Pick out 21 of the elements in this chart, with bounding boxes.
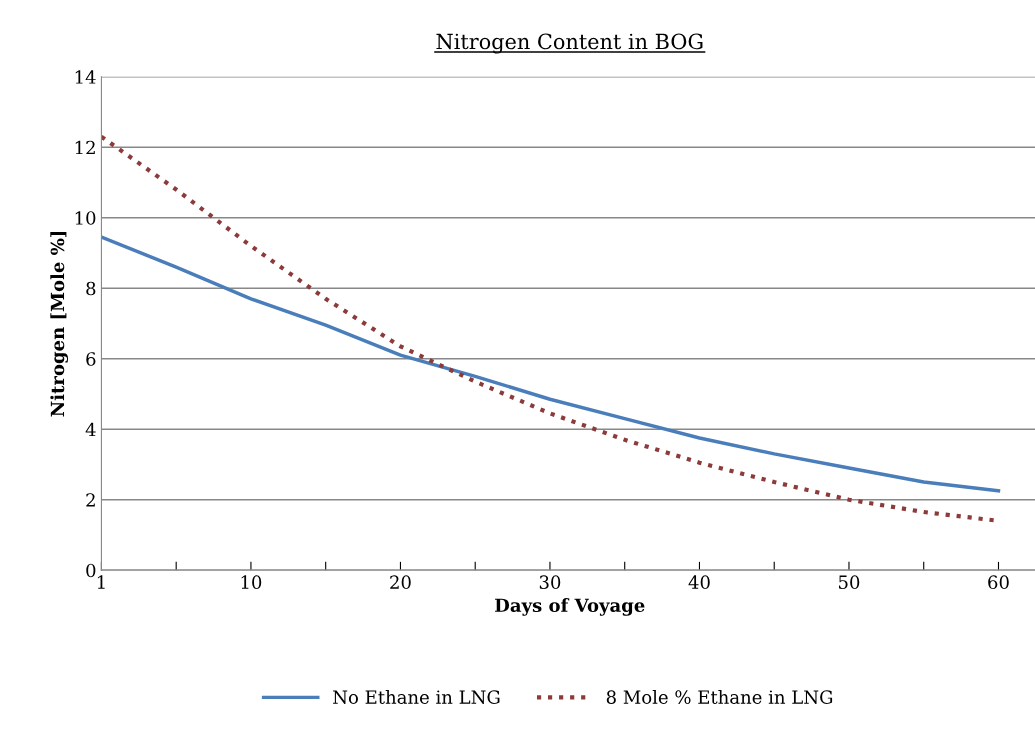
y-axis-title: Nitrogen [Mole %] [50,231,69,417]
x-tick-label: 30 [539,575,561,590]
x-tick-label: 1 [97,575,105,589]
line-series [101,235,1001,493]
legend-label: 8 Mole % Ethane in LNG [606,689,833,704]
y-tick-label: 12 [75,140,95,155]
y-tick-label: 2 [86,493,95,507]
y-tick-label: 4 [85,422,96,437]
y-tick-label: 10 [75,211,96,225]
x-tick-label: 40 [688,575,710,590]
y-tick-label: 14 [75,70,96,84]
x-tick-label: 50 [839,575,860,590]
legend-label: No Ethane in LNG [333,689,500,704]
x-axis-title: Days of Voyage [495,598,645,616]
y-tick-label: 8 [86,281,96,296]
y-tick-label: 6 [86,352,96,366]
y-tick-label: 0 [86,563,96,578]
x-tick-label: 60 [988,575,1009,590]
chart-title: Nitrogen Content in BOG [436,33,703,54]
x-tick-label: 20 [390,575,411,590]
x-tick-label: 10 [241,575,262,590]
